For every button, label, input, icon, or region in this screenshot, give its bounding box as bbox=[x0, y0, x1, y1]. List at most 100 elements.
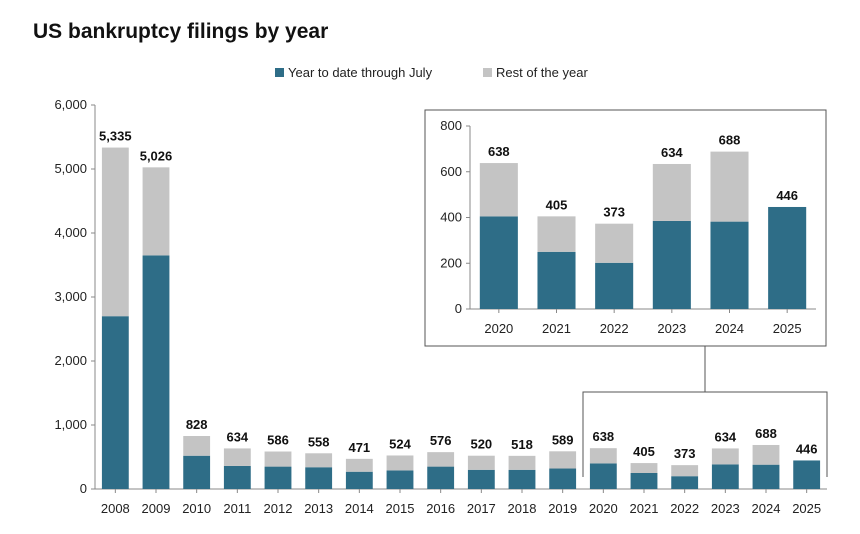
legend-swatch-ytd bbox=[275, 68, 284, 77]
inset-y-tick-label: 0 bbox=[455, 301, 462, 316]
main-x-tick-label: 2021 bbox=[630, 501, 659, 516]
main-data-label: 524 bbox=[389, 436, 411, 451]
inset-bar-rest bbox=[652, 163, 691, 221]
main-y-tick-label: 0 bbox=[80, 481, 87, 496]
main-y-tick-label: 3,000 bbox=[54, 289, 87, 304]
inset-data-label: 634 bbox=[661, 145, 683, 160]
main-bar-ytd bbox=[793, 460, 821, 489]
connector-bracket bbox=[582, 391, 828, 477]
main-bar-ytd bbox=[386, 470, 414, 489]
inset-bar-ytd bbox=[537, 251, 576, 309]
main-y-tick-label: 4,000 bbox=[54, 225, 87, 240]
main-bar-rest bbox=[223, 448, 251, 466]
legend: Year to date through July Rest of the ye… bbox=[275, 65, 588, 80]
main-data-label: 586 bbox=[267, 432, 289, 447]
inset-bar-rest bbox=[710, 151, 749, 222]
main-bar-ytd bbox=[223, 465, 251, 489]
main-data-label: 589 bbox=[552, 432, 574, 447]
inset-bar-rest bbox=[595, 223, 634, 263]
inset-data-label: 446 bbox=[776, 188, 798, 203]
legend-swatch-rest bbox=[483, 68, 492, 77]
main-data-label: 373 bbox=[674, 446, 696, 461]
main-bar-rest bbox=[142, 167, 170, 256]
inset-x-tick-label: 2021 bbox=[542, 321, 571, 336]
main-x-tick-label: 2017 bbox=[467, 501, 496, 516]
main-bar-rest bbox=[264, 451, 292, 467]
main-x-tick-label: 2008 bbox=[101, 501, 130, 516]
inset-x-tick-label: 2024 bbox=[715, 321, 744, 336]
inset-data-label: 688 bbox=[719, 133, 741, 148]
main-x-tick-label: 2020 bbox=[589, 501, 618, 516]
main-bar-ytd bbox=[101, 316, 129, 489]
main-y-tick-label: 6,000 bbox=[54, 97, 87, 112]
main-data-label: 688 bbox=[755, 426, 777, 441]
main-bar-rest bbox=[549, 451, 577, 469]
main-data-label: 638 bbox=[592, 429, 614, 444]
chart-title: US bankruptcy filings by year bbox=[33, 20, 329, 43]
main-bar-ytd bbox=[671, 476, 699, 489]
main-y-tick-label: 2,000 bbox=[54, 353, 87, 368]
inset-chart: 0 200 400 600 800 638 2020 405 2021 373 2022 634 202… bbox=[424, 109, 827, 347]
main-bar-rest bbox=[752, 444, 780, 465]
main-data-label: 405 bbox=[633, 444, 655, 459]
main-x-tick-label: 2018 bbox=[508, 501, 537, 516]
main-x-tick-label: 2023 bbox=[711, 501, 740, 516]
inset-x-tick-label: 2022 bbox=[600, 321, 629, 336]
main-x-tick-label: 2016 bbox=[426, 501, 455, 516]
main-x-tick-label: 2015 bbox=[386, 501, 415, 516]
main-bar-rest bbox=[711, 448, 739, 465]
inset-x-tick-label: 2020 bbox=[484, 321, 513, 336]
main-bar-ytd bbox=[508, 469, 536, 489]
main-bar-ytd bbox=[752, 464, 780, 489]
main-x-tick-label: 2009 bbox=[142, 501, 171, 516]
main-x-tick-label: 2014 bbox=[345, 501, 374, 516]
inset-y-tick-label: 400 bbox=[440, 210, 462, 225]
inset-bar-ytd bbox=[768, 206, 807, 309]
main-bar-rest bbox=[345, 458, 373, 472]
main-data-label: 634 bbox=[226, 429, 248, 444]
main-bar-rest bbox=[630, 463, 658, 473]
main-bar-ytd bbox=[589, 463, 617, 489]
inset-x-tick-label: 2023 bbox=[657, 321, 686, 336]
main-bar-rest bbox=[101, 147, 129, 317]
main-bar-ytd bbox=[630, 473, 658, 489]
inset-bar-ytd bbox=[652, 220, 691, 309]
main-bar-rest bbox=[305, 453, 333, 468]
main-x-tick-label: 2011 bbox=[223, 501, 251, 516]
main-data-label: 576 bbox=[430, 433, 452, 448]
main-data-label: 634 bbox=[714, 429, 736, 444]
inset-bar-ytd bbox=[595, 262, 634, 309]
inset-data-label: 638 bbox=[488, 144, 510, 159]
inset-connector bbox=[582, 346, 828, 477]
inset-bar-ytd bbox=[710, 221, 749, 309]
main-y-tick-label: 5,000 bbox=[54, 161, 87, 176]
main-data-label: 558 bbox=[308, 434, 330, 449]
main-bar-ytd bbox=[549, 468, 577, 489]
main-bar-rest bbox=[183, 436, 211, 456]
main-bar-ytd bbox=[183, 455, 211, 489]
inset-y-tick-label: 600 bbox=[440, 164, 462, 179]
inset-data-label: 405 bbox=[546, 197, 568, 212]
main-bar-ytd bbox=[142, 255, 170, 489]
main-data-label: 446 bbox=[796, 441, 818, 456]
inset-y-tick-label: 200 bbox=[440, 255, 462, 270]
main-data-label: 518 bbox=[511, 437, 533, 452]
main-x-tick-label: 2022 bbox=[670, 501, 699, 516]
main-bar-rest bbox=[671, 465, 699, 477]
main-data-label: 5,335 bbox=[99, 129, 132, 144]
main-bar-rest bbox=[508, 455, 536, 470]
main-bar-rest bbox=[427, 452, 455, 467]
main-bar-ytd bbox=[305, 467, 333, 489]
main-x-tick-label: 2024 bbox=[752, 501, 781, 516]
main-chart: 01,0002,0003,0004,0005,0006,0005,3352008… bbox=[54, 97, 827, 516]
main-x-tick-label: 2025 bbox=[792, 501, 821, 516]
main-bar-ytd bbox=[345, 471, 373, 489]
main-bar-rest bbox=[589, 448, 617, 464]
main-x-tick-label: 2010 bbox=[182, 501, 211, 516]
legend-label-rest: Rest of the year bbox=[496, 65, 588, 80]
main-data-label: 471 bbox=[348, 440, 370, 455]
inset-bar-ytd bbox=[479, 216, 518, 309]
main-data-label: 520 bbox=[470, 437, 492, 452]
main-bar-ytd bbox=[427, 466, 455, 489]
